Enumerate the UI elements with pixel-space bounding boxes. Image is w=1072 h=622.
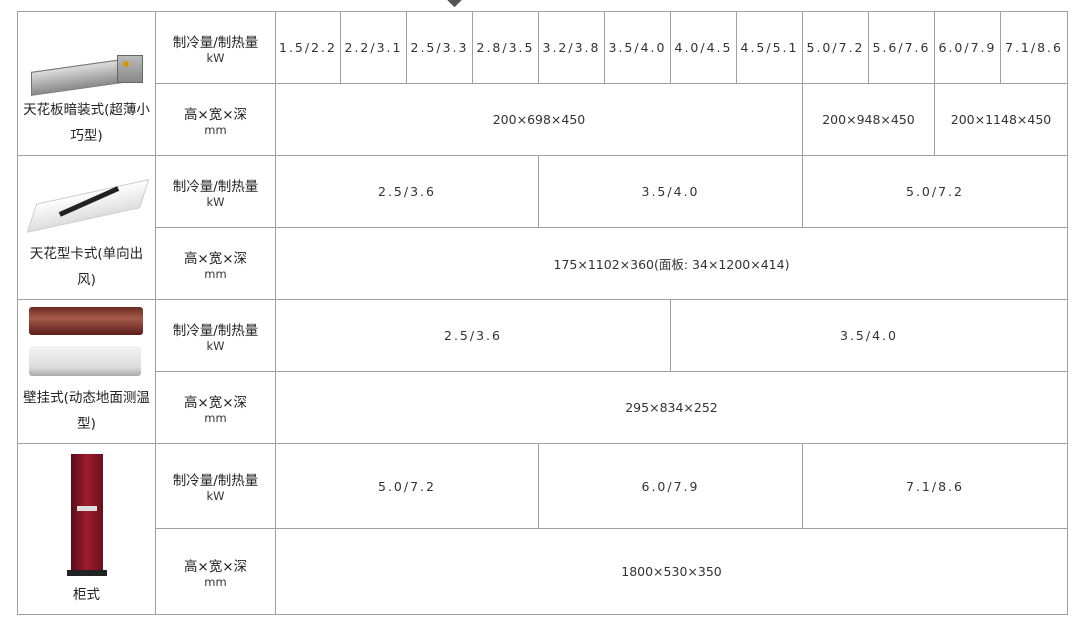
image-part [70, 454, 103, 572]
image-part [28, 346, 141, 376]
product-name: 天花型卡式(单向出风) [29, 246, 144, 288]
spec-label: 制冷量/制热量 kW [156, 31, 275, 65]
table-row: 柜式 制冷量/制热量 kW 5.0/7.2 6.0/7.9 7.1/8.6 [17, 443, 1068, 615]
spec-unit: kW [206, 489, 225, 503]
spec-label-text: 制冷量/制热量 [172, 34, 259, 51]
capacity-value: 1.5/2.2 [275, 11, 341, 84]
spec-unit: kW [206, 50, 225, 65]
dimension-value: 200×1148×450 [934, 83, 1068, 156]
spec-label-text: 制冷量/制热量 [172, 178, 259, 195]
capacity-value: 2.5/3.6 [275, 155, 539, 228]
product-cell: 壁挂式(动态地面测温型) [17, 299, 156, 444]
capacity-value: 7.1/8.6 [802, 443, 1068, 529]
product-cell: 天花板暗装式(超薄小巧型) [17, 11, 156, 156]
spec-unit: mm [204, 574, 227, 589]
spec-label-cell: 制冷量/制热量 kW [155, 443, 276, 529]
spec-unit: mm [204, 410, 227, 425]
spec-unit: mm [204, 266, 227, 281]
spec-label: 高×宽×深 mm [156, 555, 275, 589]
scroll-marker-icon [446, 0, 463, 8]
spec-label-text: 制冷量/制热量 [172, 322, 259, 339]
floor-standing-cabinet-unit-icon [65, 454, 109, 580]
capacity-value: 3.2/3.8 [538, 11, 605, 84]
spec-table: 天花板暗装式(超薄小巧型) 制冷量/制热量 kW 1.5/2.2 2.2/3.1 2.5/… [17, 11, 1068, 615]
table-row: 天花板暗装式(超薄小巧型) 制冷量/制热量 kW 1.5/2.2 2.2/3.1 2.5/… [17, 11, 1068, 156]
spec-label-cell: 高×宽×深 mm [155, 528, 276, 615]
spec-label-text: 高×宽×深 [183, 250, 248, 267]
capacity-value: 6.0/7.9 [538, 443, 803, 529]
dimension-value: 295×834×252 [275, 371, 1068, 444]
product-wrap: 壁挂式(动态地面测温型) [18, 301, 155, 443]
product-wrap: 柜式 [18, 454, 155, 614]
product-wrap: 天花板暗装式(超薄小巧型) [18, 51, 155, 155]
spec-label: 高×宽×深 mm [156, 391, 275, 425]
spec-label-cell: 高×宽×深 mm [155, 227, 276, 300]
product-cell: 柜式 [17, 443, 156, 615]
capacity-value: 3.5/4.0 [670, 299, 1068, 372]
capacity-value: 2.5/3.6 [275, 299, 671, 372]
one-way-cassette-unit-icon [26, 179, 149, 239]
spec-label-cell: 制冷量/制热量 kW [155, 155, 276, 228]
wall-mounted-unit-icon [28, 301, 145, 383]
spec-label: 制冷量/制热量 kW [156, 175, 275, 209]
dimension-value: 200×698×450 [275, 83, 803, 156]
spec-label-cell: 制冷量/制热量 kW [155, 299, 276, 372]
product-wrap: 天花型卡式(单向出风) [18, 179, 155, 299]
spec-label-cell: 制冷量/制热量 kW [155, 11, 276, 84]
image-part [26, 179, 149, 233]
spec-unit: mm [204, 122, 227, 137]
spec-label: 高×宽×深 mm [156, 103, 275, 137]
spec-label: 制冷量/制热量 kW [156, 469, 275, 503]
spec-label-text: 高×宽×深 [183, 558, 248, 575]
image-part [76, 506, 97, 511]
capacity-value: 3.5/4.0 [604, 11, 671, 84]
capacity-value: 5.0/7.2 [275, 443, 539, 529]
spec-label: 高×宽×深 mm [156, 247, 275, 281]
spec-label-text: 高×宽×深 [183, 394, 248, 411]
image-part [28, 307, 143, 335]
spec-label-cell: 高×宽×深 mm [155, 83, 276, 156]
spec-label-text: 制冷量/制热量 [172, 473, 259, 489]
table-row: 高×宽×深 mm 1800×530×350 [18, 528, 1068, 615]
spec-unit: kW [206, 338, 225, 353]
spec-label: 制冷量/制热量 kW [156, 319, 275, 353]
capacity-value: 5.0/7.2 [802, 155, 1068, 228]
capacity-value: 4.5/5.1 [736, 11, 803, 84]
capacity-value: 2.5/3.3 [406, 11, 473, 84]
capacity-value: 6.0/7.9 [934, 11, 1001, 84]
product-name: 柜式 [73, 587, 100, 603]
product-name: 壁挂式(动态地面测温型) [23, 390, 150, 432]
ceiling-concealed-duct-unit-icon [27, 51, 147, 96]
spec-label-cell: 高×宽×深 mm [155, 371, 276, 444]
dimension-value: 200×948×450 [802, 83, 935, 156]
table-row: 天花型卡式(单向出风) 制冷量/制热量 kW 2.5/3.6 3.5/4.0 5.0/7.… [17, 155, 1068, 300]
table-row: 高×宽×深 mm 175×1102×360(面板: 34×1200×414) [18, 227, 1068, 300]
image-part [66, 570, 107, 576]
spec-unit: kW [206, 194, 225, 209]
table-row: 壁挂式(动态地面测温型) 制冷量/制热量 kW 2.5/3.6 3.5/4.0 [17, 299, 1068, 444]
capacity-value: 2.2/3.1 [340, 11, 407, 84]
capacity-value: 7.1/8.6 [1000, 11, 1068, 84]
table-row: 高×宽×深 mm 200×698×450 200×948×450 200×1148×45… [18, 83, 1068, 156]
spec-label-text: 高×宽×深 [183, 106, 248, 123]
table-row: 高×宽×深 mm 295×834×252 [18, 371, 1068, 444]
capacity-value: 3.5/4.0 [538, 155, 803, 228]
dimension-value: 1800×530×350 [275, 528, 1068, 615]
dimension-value: 175×1102×360(面板: 34×1200×414) [275, 227, 1068, 300]
capacity-value: 5.0/7.2 [802, 11, 869, 84]
image-part [116, 55, 143, 83]
spec-table-body: 天花板暗装式(超薄小巧型) 制冷量/制热量 kW 1.5/2.2 2.2/3.1 2.5/… [17, 11, 1068, 615]
image-part [122, 61, 129, 67]
product-name: 天花板暗装式(超薄小巧型) [23, 102, 150, 144]
image-part [30, 58, 129, 96]
capacity-value: 5.6/7.6 [868, 11, 935, 84]
product-cell: 天花型卡式(单向出风) [17, 155, 156, 300]
capacity-value: 2.8/3.5 [472, 11, 539, 84]
capacity-value: 4.0/4.5 [670, 11, 737, 84]
